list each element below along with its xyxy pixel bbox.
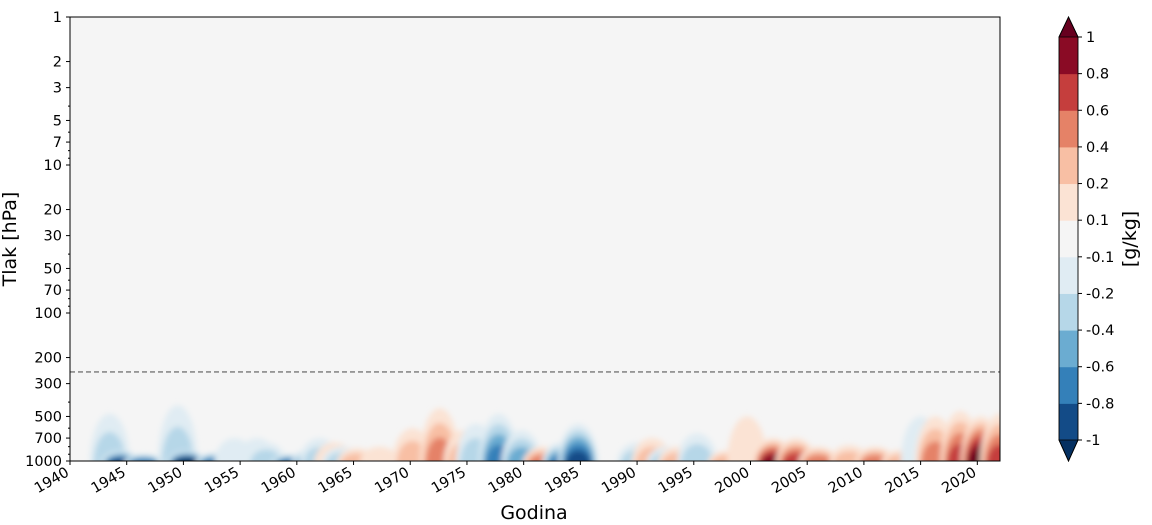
colorbar-extend-top — [1058, 16, 1079, 38]
colorbar-segment — [1059, 37, 1078, 75]
x-tick-label: 1960 — [259, 465, 299, 497]
colorbar-segment — [1059, 330, 1078, 368]
y-axis: 1 2 3 5 7 10 20 30 50 70 100 200 300 500 700 1000 — [25, 10, 70, 470]
colorbar-tick-label: -0.4 — [1086, 323, 1114, 339]
colorbar-label: [g/kg] — [1119, 211, 1141, 267]
colorbar-tick-label: 0.6 — [1086, 103, 1109, 119]
colorbar-segment — [1059, 366, 1078, 404]
anomaly-contour — [987, 444, 1000, 461]
x-tick-label: 1965 — [316, 465, 356, 497]
y-tick-label: 10 — [44, 158, 62, 174]
y-tick-label: 30 — [44, 229, 62, 245]
x-tick-label: 2005 — [769, 465, 809, 497]
y-tick-label: 50 — [44, 261, 62, 277]
y-tick-label: 500 — [34, 409, 62, 425]
colorbar-tick-label: -0.1 — [1086, 250, 1114, 266]
y-tick-label: 7 — [53, 135, 62, 151]
anomaly-contour — [681, 444, 713, 461]
colorbar-tick-label: -0.2 — [1086, 286, 1114, 302]
x-tick-label: 1995 — [656, 465, 696, 497]
anomaly-contour — [566, 450, 591, 461]
colorbar-tick-label: -0.8 — [1086, 396, 1114, 412]
x-tick-label: 2010 — [826, 465, 866, 497]
x-tick-label: 1985 — [542, 465, 582, 497]
x-axis: 1940 1945 1950 1955 1960 1965 1970 1975 1980 1985… — [32, 461, 979, 497]
x-tick-label: 2000 — [713, 465, 753, 497]
y-tick-label: 300 — [34, 377, 62, 393]
anomaly-contour — [359, 446, 400, 461]
anomaly-contour — [801, 450, 836, 461]
colorbar-segment — [1059, 256, 1078, 294]
colorbar-tick-label: -1 — [1086, 433, 1100, 449]
colorbar-segment — [1059, 146, 1078, 185]
anomaly-contour — [727, 416, 768, 461]
y-axis-label: Tlak [hPa] — [0, 192, 21, 288]
colorbar-segment — [1059, 293, 1078, 331]
y-tick-label: 1000 — [25, 454, 62, 470]
anomaly-contour — [132, 458, 156, 461]
colorbar: -1 -0.8 -0.6 -0.4 -0.2 -0.1 0.1 0.2 0.4 0.6 0.8 1 — [1058, 15, 1114, 463]
colorbar-tick-label: 0.1 — [1086, 213, 1109, 229]
x-tick-label: 1955 — [202, 465, 242, 497]
x-tick-label: 1945 — [89, 465, 129, 497]
x-tick-label: 1975 — [429, 465, 469, 497]
y-tick-label: 3 — [53, 81, 62, 97]
colorbar-segment — [1059, 220, 1078, 258]
colorbar-segment — [1059, 403, 1078, 441]
anomaly-contour — [157, 405, 198, 461]
y-tick-label: 5 — [53, 113, 62, 129]
x-tick-label: 1980 — [486, 465, 526, 497]
x-tick-label: 1950 — [145, 465, 185, 497]
x-tick-label: 2020 — [939, 465, 979, 497]
x-tick-label: 2015 — [883, 465, 923, 497]
plot-background — [70, 17, 1000, 461]
plot-frame — [69, 16, 1001, 462]
anomaly-contour — [89, 413, 130, 461]
y-tick-label: 200 — [34, 351, 62, 367]
anomaly-field — [89, 405, 1000, 461]
anomaly-contour — [250, 449, 282, 461]
colorbar-segment — [1059, 183, 1078, 221]
colorbar-tick-label: -0.6 — [1086, 360, 1114, 376]
y-tick-label: 20 — [44, 203, 62, 219]
x-tick-label: 1990 — [599, 465, 639, 497]
colorbar-tick-label: 0.2 — [1086, 177, 1109, 193]
y-tick-label: 700 — [34, 431, 62, 447]
x-axis-label: Godina — [500, 502, 567, 524]
colorbar-tick-label: 0.4 — [1086, 140, 1109, 156]
colorbar-tick-label: 1 — [1086, 30, 1095, 46]
colorbar-segment — [1059, 73, 1078, 111]
y-tick-label: 100 — [34, 306, 62, 322]
y-tick-label: 1 — [53, 10, 62, 26]
x-tick-label: 1970 — [372, 465, 412, 497]
anomaly-contour — [176, 458, 198, 461]
anomaly-contour — [861, 454, 889, 461]
anomaly-contour — [805, 454, 832, 461]
y-tick-label: 2 — [53, 55, 62, 71]
colorbar-extend-bottom — [1058, 439, 1079, 462]
y-tick-label: 70 — [44, 283, 62, 299]
colorbar-segment — [1059, 110, 1078, 148]
colorbar-tick-label: 0.8 — [1086, 67, 1109, 83]
